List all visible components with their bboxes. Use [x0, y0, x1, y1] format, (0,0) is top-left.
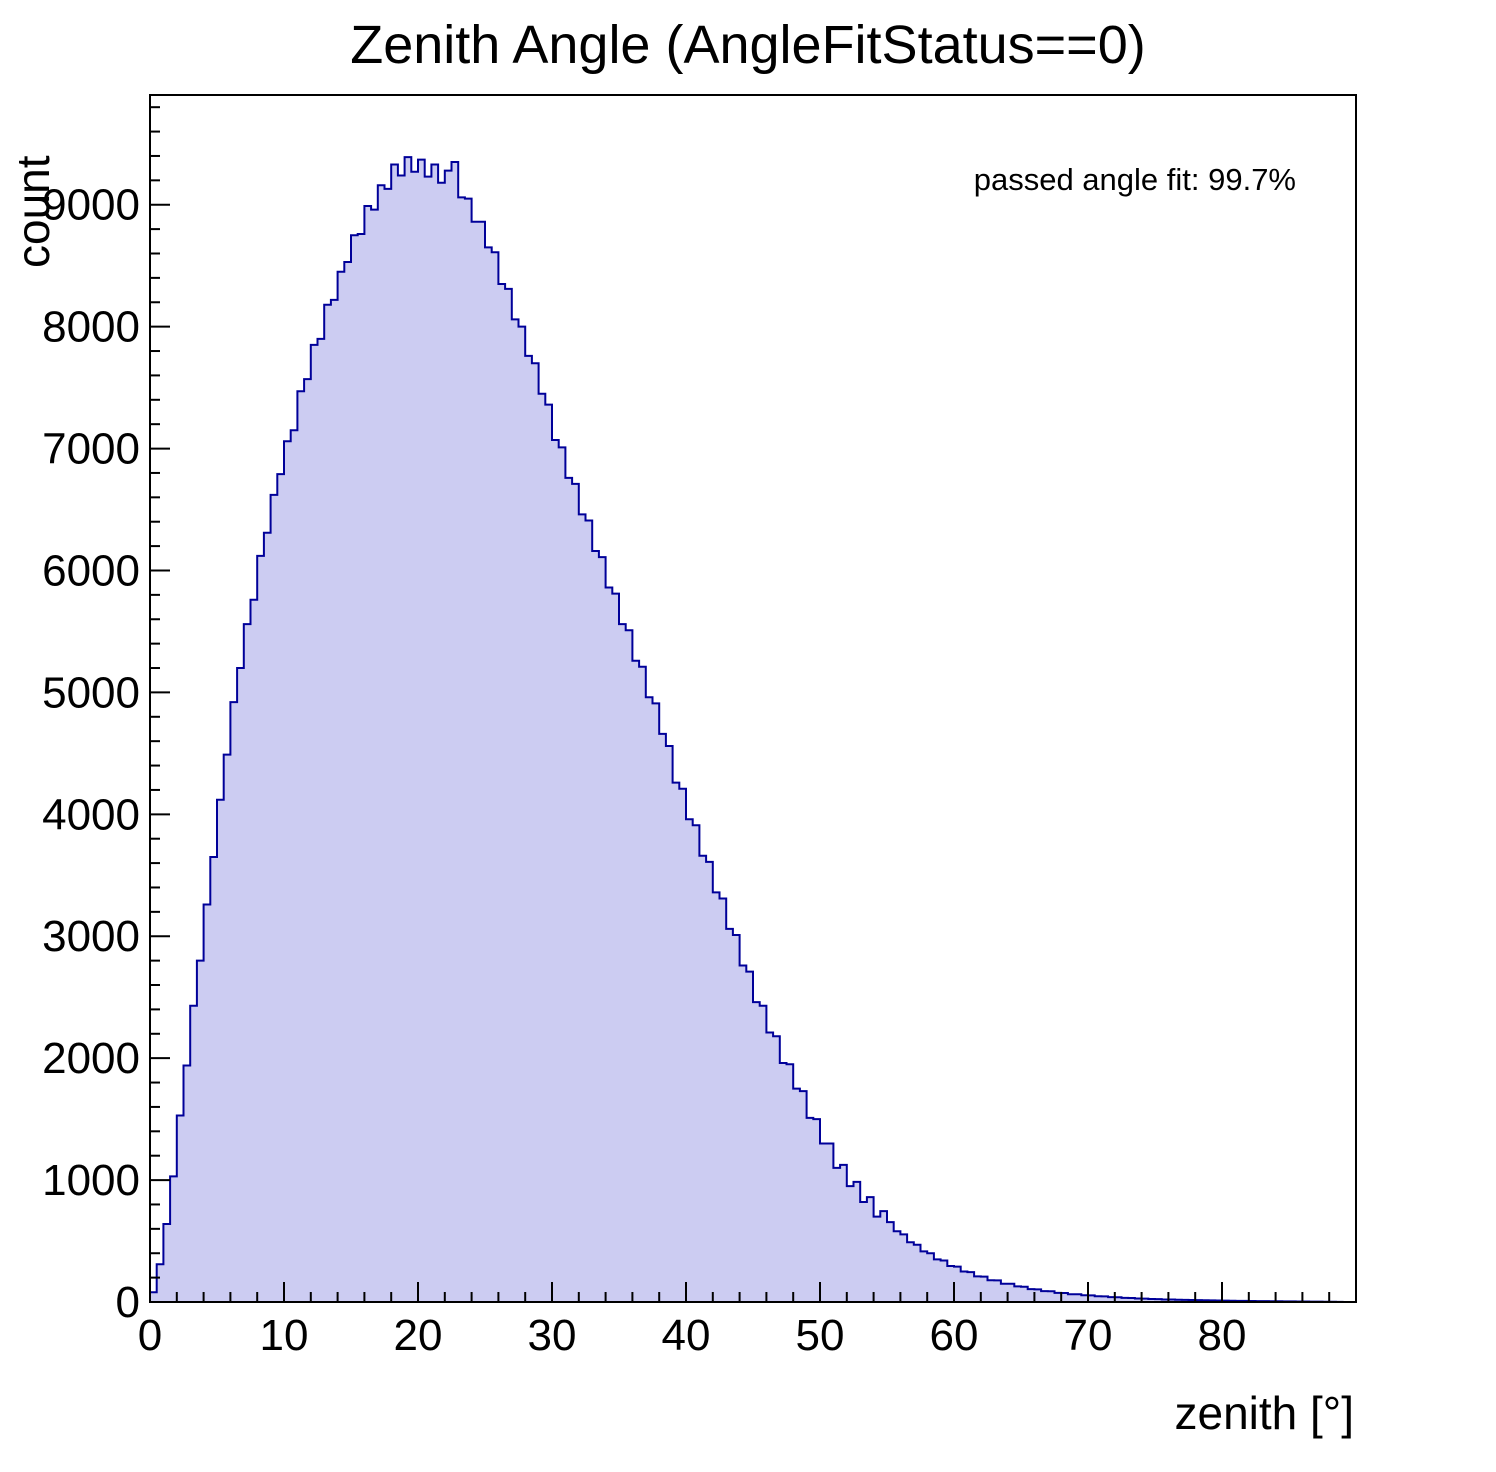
svg-text:9000: 9000 [42, 181, 140, 230]
svg-text:60: 60 [930, 1311, 979, 1360]
chart-title: Zenith Angle (AngleFitStatus==0) [350, 15, 1146, 75]
svg-text:20: 20 [394, 1311, 443, 1360]
svg-text:3000: 3000 [42, 912, 140, 961]
svg-text:1000: 1000 [42, 1156, 140, 1205]
svg-text:4000: 4000 [42, 790, 140, 839]
svg-text:5000: 5000 [42, 668, 140, 717]
svg-text:0: 0 [138, 1311, 162, 1360]
svg-text:80: 80 [1198, 1311, 1247, 1360]
svg-text:70: 70 [1064, 1311, 1113, 1360]
axis-ticks [149, 106, 1331, 1303]
histogram-outline [149, 156, 1344, 1303]
svg-text:8000: 8000 [42, 303, 140, 352]
passed-angle-fit-annotation: passed angle fit: 99.7% [973, 162, 1296, 197]
svg-text:2000: 2000 [42, 1034, 140, 1083]
x-tick-labels: 0 10 20 30 40 50 60 70 80 [138, 1311, 1247, 1360]
svg-text:30: 30 [528, 1311, 577, 1360]
svg-text:7000: 7000 [42, 425, 140, 474]
x-axis-title: zenith [°] [1174, 1387, 1355, 1439]
y-tick-labels: 0 1000 2000 3000 4000 5000 6000 7000 8000 9000 [42, 181, 140, 1327]
svg-text:40: 40 [662, 1311, 711, 1360]
histogram-area [150, 157, 1343, 1302]
svg-text:10: 10 [260, 1311, 309, 1360]
svg-text:0: 0 [116, 1278, 140, 1327]
svg-text:6000: 6000 [42, 546, 140, 595]
svg-text:50: 50 [796, 1311, 845, 1360]
plot-frame [149, 94, 1357, 1303]
